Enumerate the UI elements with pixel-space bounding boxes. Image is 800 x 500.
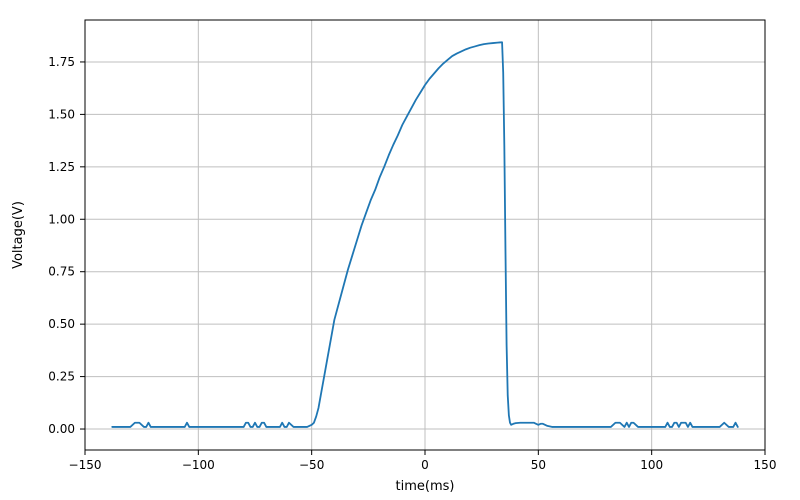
x-tick-label: −150 <box>69 458 102 472</box>
x-tick-label: −50 <box>299 458 324 472</box>
voltage-time-chart: −150 −100 −50 0 50 100 150 0.00 0.25 0.50 0.75 1.00… <box>0 0 800 500</box>
y-tick-label: 1.75 <box>48 55 75 69</box>
x-tick-label: 50 <box>531 458 546 472</box>
y-tick-label: 1.50 <box>48 107 75 121</box>
y-tick-label: 0.50 <box>48 317 75 331</box>
x-tick-label: 0 <box>421 458 429 472</box>
y-tick-label: 1.00 <box>48 212 75 226</box>
y-tick-label: 0.00 <box>48 422 75 436</box>
y-tick-label: 1.25 <box>48 160 75 174</box>
y-axis-label: Voltage(V) <box>11 201 26 269</box>
x-tick-label: 150 <box>754 458 777 472</box>
x-tick-label: −100 <box>182 458 215 472</box>
x-tick-label: 100 <box>640 458 663 472</box>
y-tick-label: 0.25 <box>48 370 75 384</box>
y-tick-label: 0.75 <box>48 265 75 279</box>
x-axis-label: time(ms) <box>396 479 455 494</box>
